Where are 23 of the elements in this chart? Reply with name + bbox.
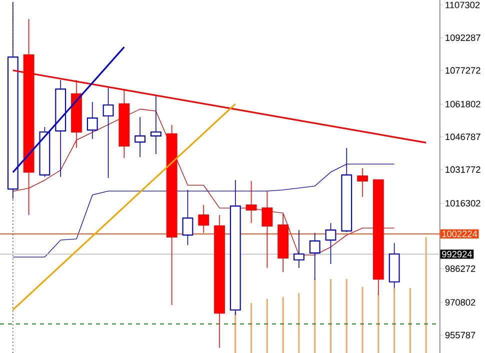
candlestick — [294, 230, 304, 268]
candlestick — [198, 204, 210, 234]
y-tick-label: 1016302 — [446, 200, 480, 206]
candlestick — [102, 88, 114, 178]
candlestick — [182, 190, 194, 246]
candlestick — [134, 116, 146, 158]
candlestick — [262, 190, 273, 268]
y-tick-label: 986272 — [445, 265, 476, 272]
y-tick-label: 970802 — [445, 299, 476, 306]
candlestick — [246, 180, 257, 224]
y-tick-label: 1077272 — [446, 67, 480, 74]
y-tick-label: 1046787 — [446, 134, 480, 140]
y-tick-label: 1092287 — [446, 34, 480, 41]
candlestick — [150, 96, 162, 154]
y-tick-label: 1107302 — [446, 2, 480, 8]
candlestick — [86, 102, 98, 140]
ref-line-label: 1002224 — [442, 230, 478, 238]
candlestick — [325, 222, 336, 264]
y-tick-label: 1031772 — [446, 166, 480, 173]
y-tick-label: 1061802 — [446, 100, 480, 108]
ref-line-label: 992924 — [442, 250, 472, 258]
y-tick-label: 955787 — [445, 332, 476, 338]
candlestick — [357, 168, 368, 198]
